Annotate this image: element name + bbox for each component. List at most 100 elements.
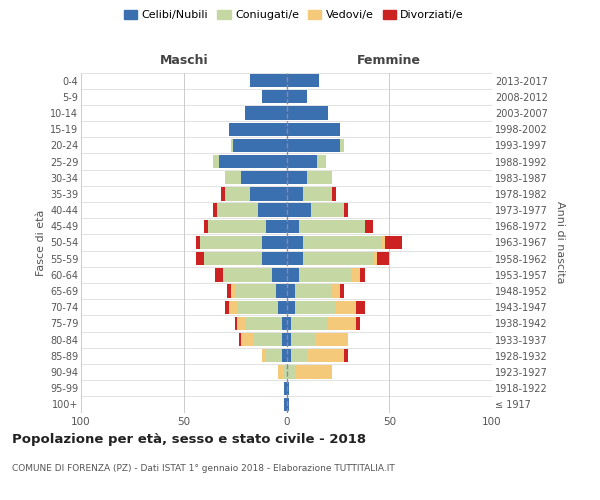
Bar [283, 333, 287, 346]
Bar [295, 300, 336, 314]
Bar [287, 155, 317, 168]
Bar [290, 317, 328, 330]
Bar [229, 122, 287, 136]
Bar [299, 268, 352, 281]
Bar [241, 171, 287, 184]
Bar [381, 236, 385, 249]
Bar [287, 220, 299, 233]
Bar [344, 204, 348, 217]
Bar [231, 138, 233, 152]
Bar [284, 366, 287, 378]
Bar [212, 155, 218, 168]
Bar [233, 138, 287, 152]
Bar [284, 382, 287, 395]
Legend: Celibi/Nubili, Coniugati/e, Vedovi/e, Divorziati/e: Celibi/Nubili, Coniugati/e, Vedovi/e, Di… [119, 6, 469, 25]
Bar [250, 188, 287, 200]
Bar [287, 382, 289, 395]
Bar [287, 122, 340, 136]
Bar [332, 284, 340, 298]
Bar [287, 171, 307, 184]
Bar [287, 268, 299, 281]
Bar [204, 220, 208, 233]
Bar [340, 138, 344, 152]
Bar [385, 236, 401, 249]
Bar [295, 366, 332, 378]
Bar [266, 220, 287, 233]
Bar [223, 268, 272, 281]
Bar [200, 236, 262, 249]
Bar [287, 284, 295, 298]
Bar [287, 188, 303, 200]
Bar [287, 74, 319, 87]
Bar [283, 317, 287, 330]
Bar [225, 188, 250, 200]
Bar [239, 333, 241, 346]
Text: COMUNE DI FORENZA (PZ) - Dati ISTAT 1° gennaio 2018 - Elaborazione TUTTITALIA.IT: COMUNE DI FORENZA (PZ) - Dati ISTAT 1° g… [12, 464, 395, 473]
Bar [287, 300, 295, 314]
Bar [278, 300, 287, 314]
Bar [227, 284, 231, 298]
Bar [208, 220, 266, 233]
Text: Popolazione per età, sesso e stato civile - 2018: Popolazione per età, sesso e stato civil… [12, 432, 366, 446]
Bar [307, 349, 344, 362]
Bar [221, 188, 225, 200]
Bar [262, 236, 287, 249]
Bar [303, 252, 373, 266]
Bar [196, 236, 200, 249]
Bar [217, 204, 258, 217]
Bar [283, 349, 287, 362]
Bar [365, 220, 373, 233]
Bar [356, 317, 361, 330]
Bar [287, 252, 303, 266]
Bar [299, 220, 365, 233]
Bar [266, 349, 283, 362]
Bar [218, 155, 287, 168]
Bar [340, 284, 344, 298]
Bar [287, 138, 340, 152]
Bar [328, 317, 356, 330]
Bar [303, 236, 381, 249]
Bar [254, 333, 283, 346]
Bar [287, 90, 307, 104]
Bar [315, 333, 348, 346]
Bar [215, 268, 223, 281]
Bar [276, 284, 287, 298]
Bar [287, 333, 290, 346]
Bar [332, 188, 336, 200]
Bar [235, 284, 276, 298]
Bar [287, 106, 328, 120]
Bar [307, 171, 332, 184]
Bar [278, 366, 284, 378]
Bar [245, 317, 283, 330]
Bar [352, 268, 361, 281]
Bar [231, 284, 235, 298]
Bar [287, 317, 290, 330]
Bar [373, 252, 377, 266]
Bar [336, 300, 356, 314]
Bar [317, 155, 326, 168]
Bar [225, 171, 241, 184]
Bar [287, 236, 303, 249]
Bar [235, 317, 237, 330]
Y-axis label: Anni di nascita: Anni di nascita [554, 201, 565, 283]
Bar [250, 74, 287, 87]
Bar [225, 300, 229, 314]
Bar [344, 349, 348, 362]
Text: Maschi: Maschi [160, 54, 208, 68]
Bar [287, 349, 290, 362]
Bar [287, 366, 295, 378]
Bar [272, 268, 287, 281]
Bar [377, 252, 389, 266]
Bar [229, 300, 237, 314]
Bar [303, 188, 332, 200]
Bar [290, 333, 315, 346]
Y-axis label: Fasce di età: Fasce di età [35, 210, 46, 276]
Bar [196, 252, 205, 266]
Bar [290, 349, 307, 362]
Bar [237, 300, 278, 314]
Bar [284, 398, 287, 411]
Text: Femmine: Femmine [357, 54, 421, 68]
Bar [262, 349, 266, 362]
Bar [287, 204, 311, 217]
Bar [295, 284, 332, 298]
